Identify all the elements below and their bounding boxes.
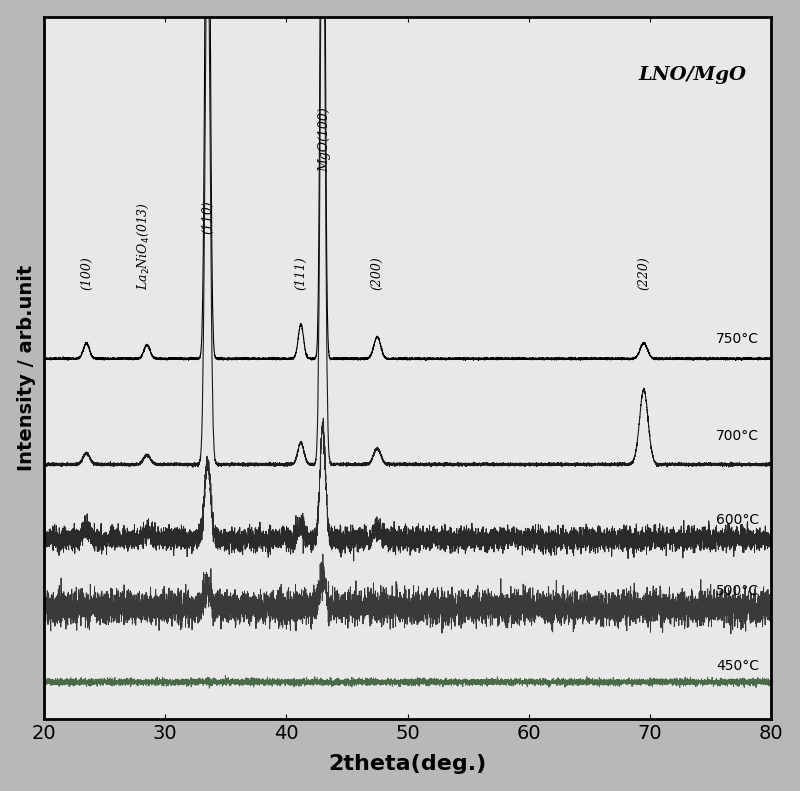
Text: 750°C: 750°C [716,332,759,346]
Text: (110): (110) [201,201,214,234]
Y-axis label: Intensity / arb.unit: Intensity / arb.unit [17,265,36,471]
Text: (100): (100) [80,256,93,290]
Text: 450°C: 450°C [716,659,759,672]
Text: LNO/MgO: LNO/MgO [638,66,746,85]
Text: (200): (200) [370,256,384,290]
Text: 500°C: 500°C [716,584,759,598]
X-axis label: 2theta(deg.): 2theta(deg.) [328,755,486,774]
Text: MgO(100): MgO(100) [318,108,332,172]
Text: 700°C: 700°C [716,429,759,443]
Text: (220): (220) [638,256,650,290]
Text: (111): (111) [294,256,307,290]
Text: 600°C: 600°C [716,513,759,527]
Text: La$_2$NiO$_4$(013): La$_2$NiO$_4$(013) [136,202,151,290]
